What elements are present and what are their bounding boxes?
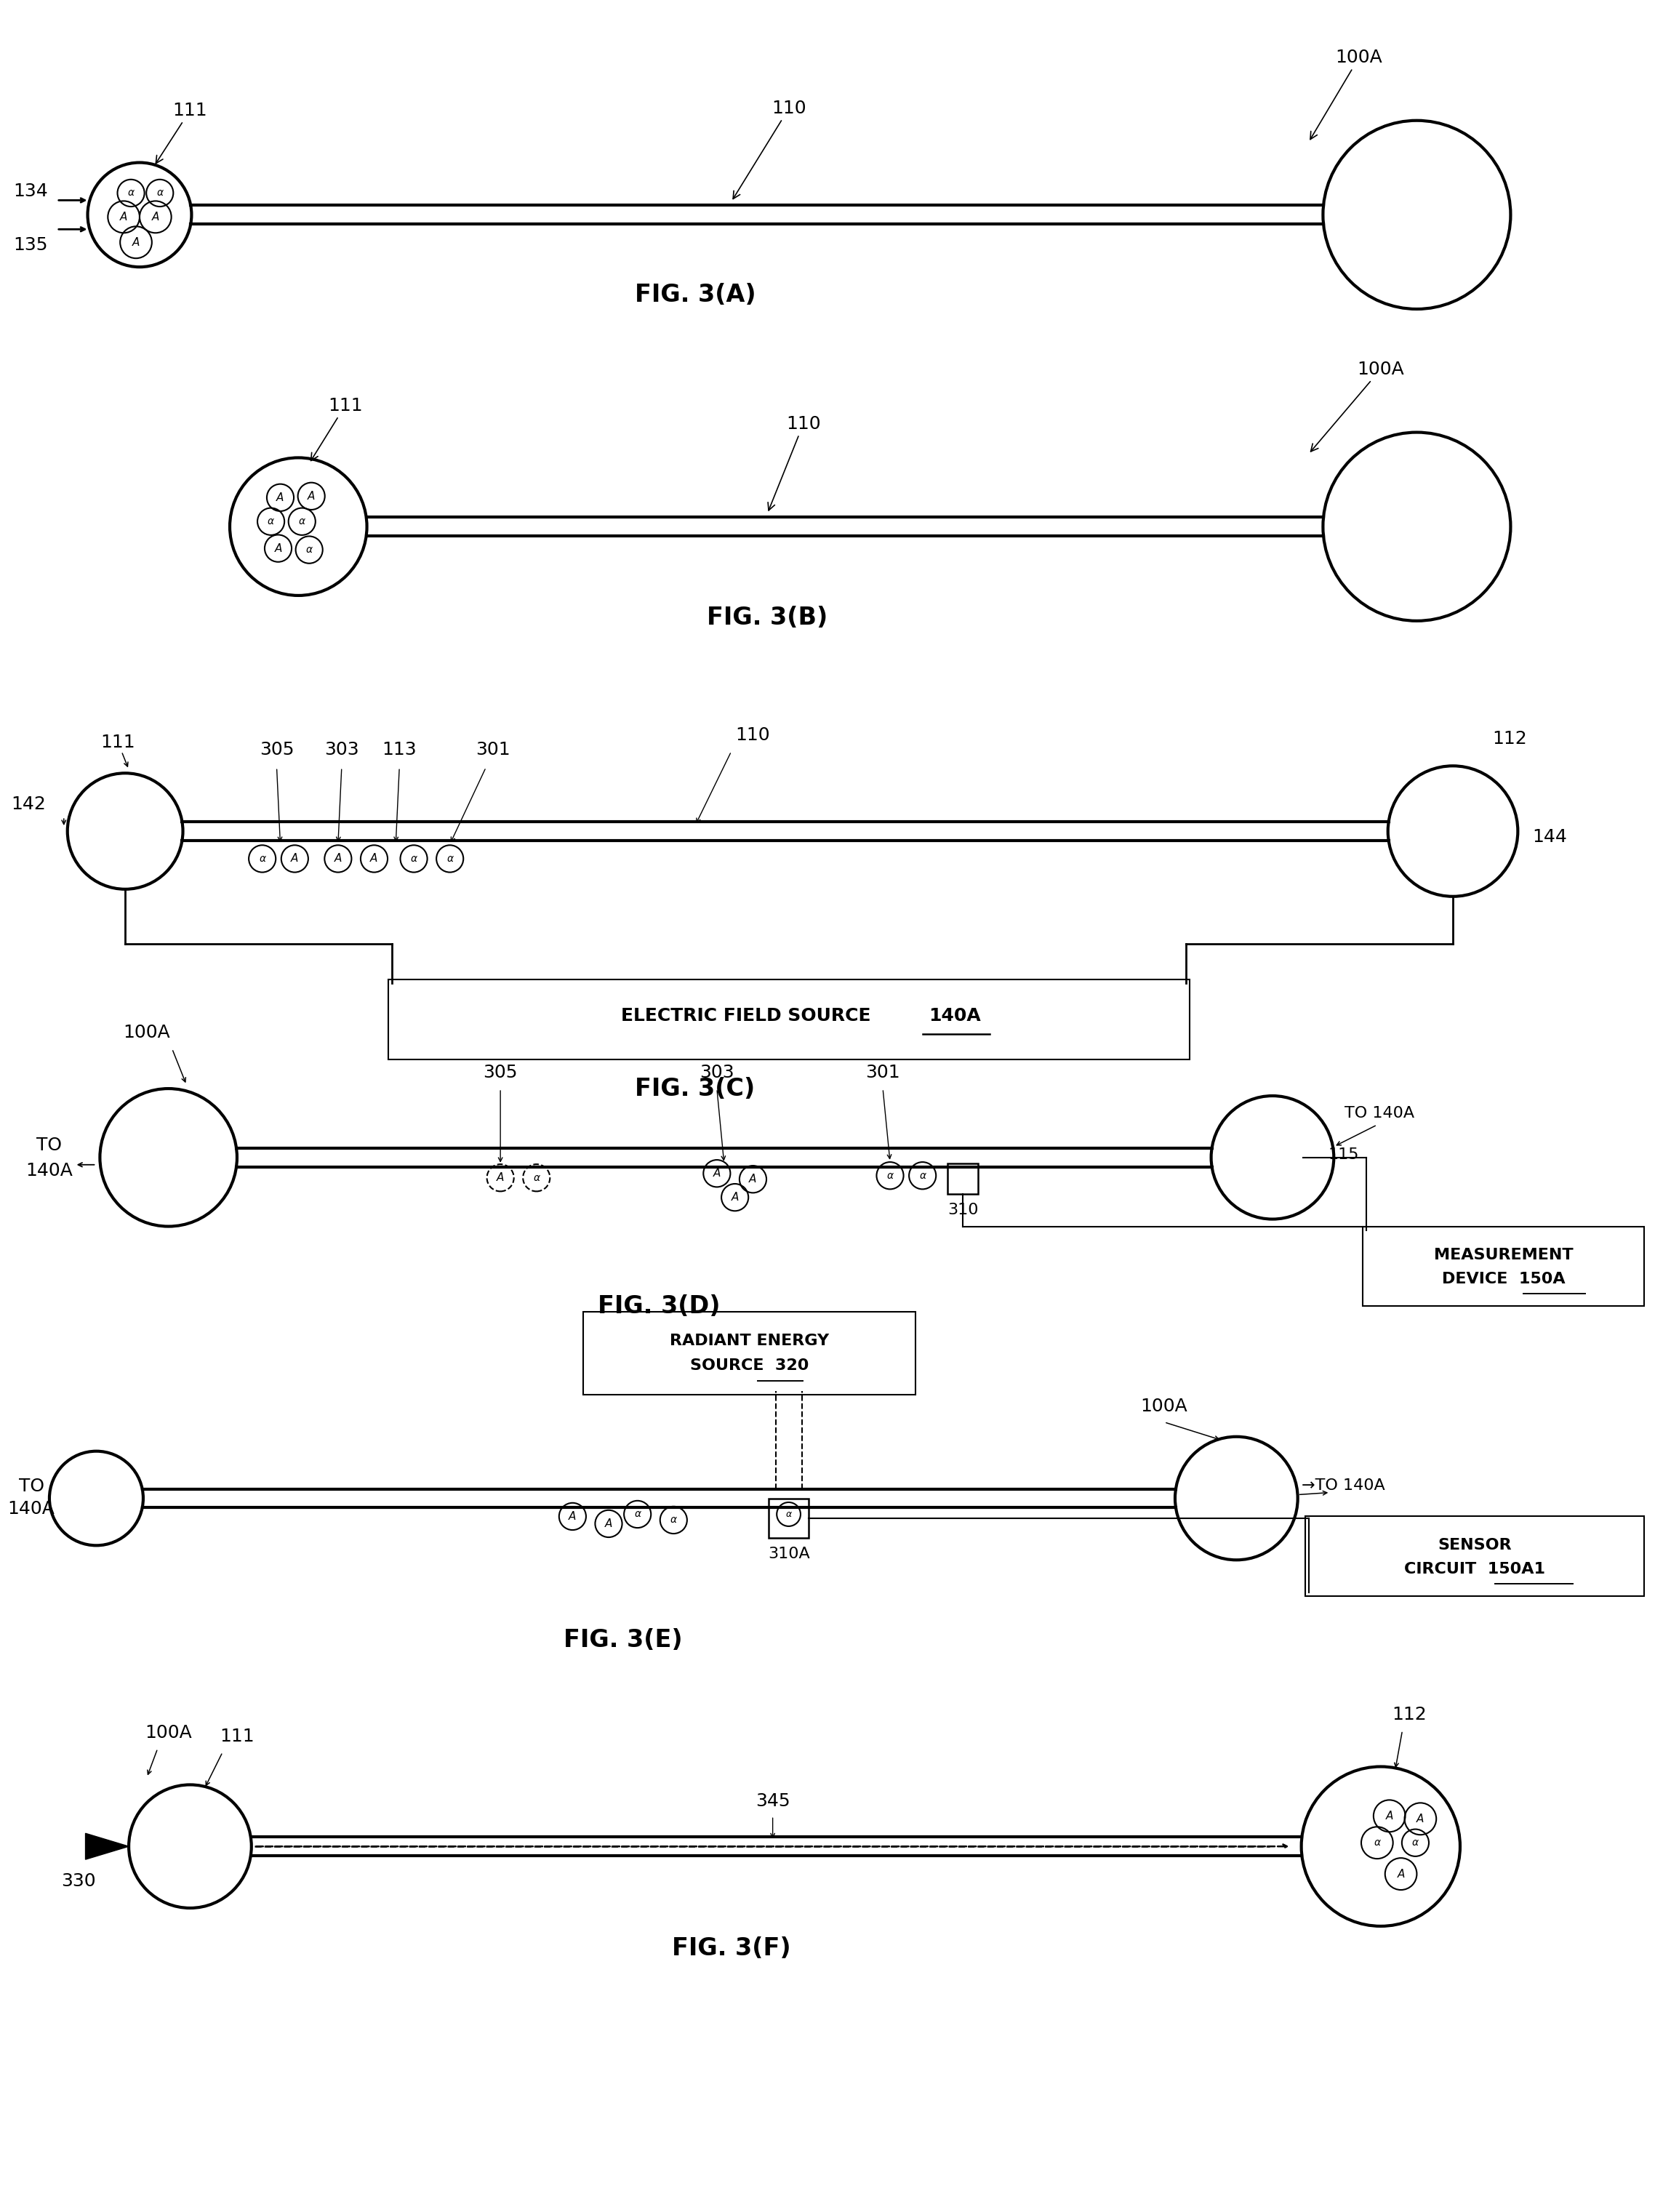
FancyBboxPatch shape [584,1312,915,1396]
Text: SOURCE  320: SOURCE 320 [690,1358,808,1374]
Text: 301: 301 [476,741,511,759]
Text: 111: 111 [156,102,208,164]
Text: A: A [713,1168,720,1179]
Text: α: α [268,515,274,526]
Text: α: α [306,544,313,555]
Text: A: A [276,491,284,502]
Text: α: α [920,1170,926,1181]
Text: A: A [1385,1809,1394,1820]
Text: ELECTRIC FIELD SOURCE: ELECTRIC FIELD SOURCE [620,1006,871,1024]
Text: 100A: 100A [1141,1398,1187,1416]
Text: 100A: 100A [1310,361,1404,451]
Text: 140A: 140A [27,1161,73,1179]
Text: 111: 111 [311,396,363,460]
Text: 144: 144 [1532,827,1567,845]
Text: A: A [1397,1869,1405,1880]
Text: RADIANT ENERGY: RADIANT ENERGY [670,1334,828,1349]
Text: 140A: 140A [8,1500,55,1517]
Text: 142: 142 [12,796,47,814]
Text: 113: 113 [382,741,417,759]
Text: A: A [1417,1814,1424,1825]
Text: 110: 110 [733,100,807,199]
FancyBboxPatch shape [1362,1225,1645,1305]
Text: 111: 111 [101,734,135,752]
Text: α: α [156,188,163,199]
Text: A: A [151,212,160,223]
Text: FIG. 3(D): FIG. 3(D) [599,1294,720,1318]
FancyBboxPatch shape [389,980,1189,1060]
Text: 100A: 100A [1310,49,1382,139]
Text: A: A [133,237,140,248]
Text: 303: 303 [324,741,359,759]
Text: α: α [259,854,266,865]
Text: TO: TO [18,1478,45,1495]
Text: TO: TO [37,1137,62,1155]
Text: DEVICE  150A: DEVICE 150A [1442,1272,1565,1287]
Text: FIG. 3(C): FIG. 3(C) [635,1077,755,1102]
Text: 112: 112 [1493,730,1527,748]
FancyBboxPatch shape [1305,1517,1645,1597]
Text: MEASUREMENT: MEASUREMENT [1434,1248,1573,1263]
Text: 100A: 100A [123,1024,170,1042]
Text: A: A [605,1517,612,1528]
Text: A: A [334,854,343,865]
Text: 110: 110 [735,728,770,743]
Text: α: α [128,188,135,199]
Text: α: α [411,854,417,865]
Text: A: A [291,854,298,865]
Text: 100A: 100A [145,1723,191,1741]
Text: 345: 345 [755,1792,790,1809]
FancyBboxPatch shape [768,1498,808,1537]
Text: 140A: 140A [930,1006,981,1024]
Text: FIG. 3(A): FIG. 3(A) [635,283,755,307]
Text: α: α [447,854,454,865]
Text: A: A [120,212,128,223]
Text: FIG. 3(B): FIG. 3(B) [707,606,828,630]
Text: 110: 110 [768,416,822,511]
Polygon shape [85,1834,128,1860]
Text: 115: 115 [1329,1148,1359,1161]
Text: 134: 134 [13,184,48,201]
Text: CIRCUIT  150A1: CIRCUIT 150A1 [1404,1562,1545,1577]
FancyBboxPatch shape [948,1164,978,1194]
Text: 135: 135 [13,237,48,254]
Text: A: A [371,854,378,865]
Text: α: α [1412,1838,1419,1847]
Text: 310: 310 [948,1203,978,1217]
Text: A: A [308,491,314,502]
Text: α: α [634,1509,640,1520]
Text: TO 140A: TO 140A [1345,1106,1415,1121]
Text: α: α [534,1172,540,1183]
Text: α: α [785,1509,792,1520]
Text: A: A [732,1192,738,1203]
Text: α: α [886,1170,893,1181]
Text: →TO 140A: →TO 140A [1302,1478,1385,1493]
Text: 305: 305 [259,741,294,759]
Text: A: A [497,1172,504,1183]
Text: SENSOR: SENSOR [1437,1537,1512,1553]
Text: α: α [1374,1838,1380,1847]
Text: FIG. 3(E): FIG. 3(E) [564,1628,682,1652]
Text: 112: 112 [1392,1705,1427,1723]
Text: A: A [274,542,283,553]
Text: α: α [670,1515,677,1524]
Text: 305: 305 [484,1064,517,1082]
Text: 301: 301 [865,1064,900,1082]
Text: 303: 303 [700,1064,733,1082]
Text: FIG. 3(F): FIG. 3(F) [672,1936,792,1960]
Text: A: A [748,1175,757,1186]
Text: A: A [569,1511,577,1522]
Text: 111: 111 [220,1728,254,1745]
Text: 330: 330 [62,1871,95,1889]
Text: α: α [299,515,306,526]
Text: 310A: 310A [768,1546,810,1562]
